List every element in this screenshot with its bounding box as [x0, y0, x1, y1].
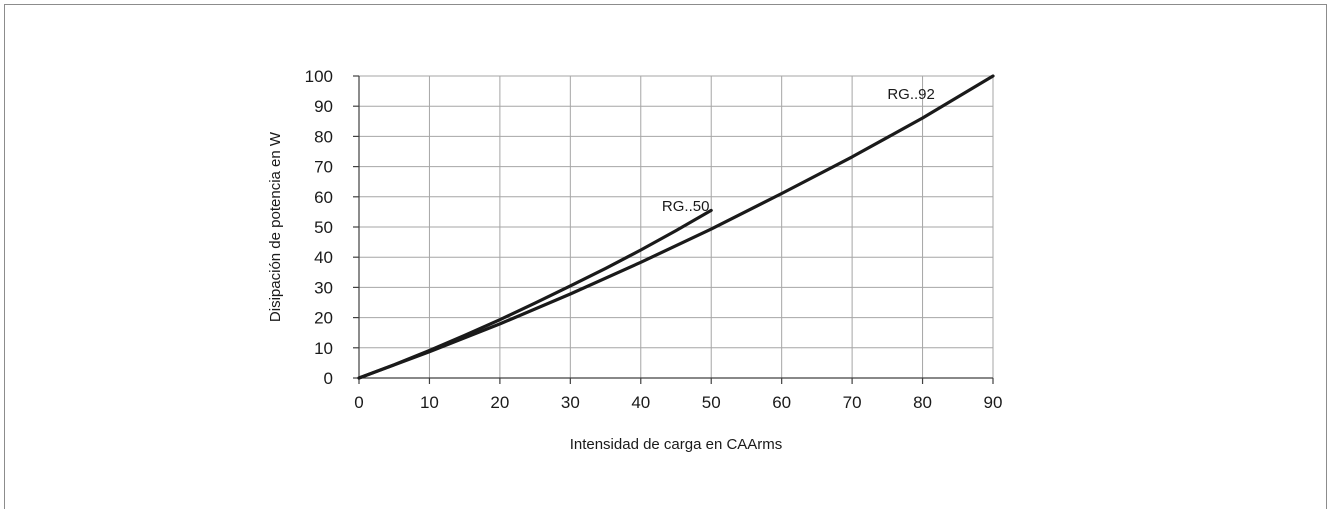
- y-tick-label: 80: [314, 127, 333, 146]
- x-tick-labels: 0 10 20 30 40 50 60 70 80 90: [354, 393, 1002, 412]
- grid: [359, 75, 994, 378]
- x-tick-label: 50: [702, 393, 721, 412]
- series-label-0: RG..50: [662, 198, 710, 215]
- y-tick-label: 0: [324, 369, 333, 388]
- series-line-1: [357, 74, 995, 380]
- x-tick-label: 20: [490, 393, 509, 412]
- x-tick-label: 80: [913, 393, 932, 412]
- y-tick-label: 90: [314, 97, 333, 116]
- y-tick-label: 100: [305, 67, 333, 86]
- x-tick-label: 10: [420, 393, 439, 412]
- y-tick-label: 50: [314, 218, 333, 237]
- y-tick-label: 20: [314, 309, 333, 328]
- series-label-1: RG..92: [887, 86, 935, 103]
- y-axis-title: Disipación de potencia en W: [267, 131, 284, 322]
- x-tick-label: 30: [561, 393, 580, 412]
- x-axis-title: Intensidad de carga en CAArms: [570, 436, 783, 453]
- y-tick-label: 60: [314, 188, 333, 207]
- y-tick-label: 10: [314, 339, 333, 358]
- x-tick-label: 40: [631, 393, 650, 412]
- x-tick-label: 70: [843, 393, 862, 412]
- chart-frame: 0 10 20 30 40 50 60 70 80 90 0 10 20 30 40 50 60 70 80 90 1…: [4, 4, 1327, 509]
- axes: [353, 75, 994, 384]
- y-tick-labels: 0 10 20 30 40 50 60 70 80 90 100: [305, 67, 333, 388]
- x-tick-label: 90: [984, 393, 1003, 412]
- line-chart: 0 10 20 30 40 50 60 70 80 90 0 10 20 30 40 50 60 70 80 90 1…: [267, 67, 1002, 453]
- x-tick-label: 0: [354, 393, 363, 412]
- y-tick-label: 70: [314, 158, 333, 177]
- x-tick-label: 60: [772, 393, 791, 412]
- y-tick-label: 30: [314, 278, 333, 297]
- series-line-0: [357, 208, 713, 380]
- y-tick-label: 40: [314, 248, 333, 267]
- series-lines: [357, 74, 995, 380]
- series-labels: RG..50 RG..92: [662, 86, 935, 215]
